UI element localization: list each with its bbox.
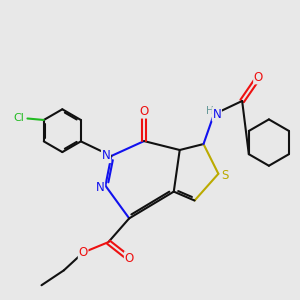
Text: O: O	[140, 105, 149, 118]
Text: S: S	[221, 169, 229, 182]
Text: Cl: Cl	[13, 113, 24, 124]
Text: O: O	[254, 71, 263, 84]
Text: N: N	[102, 149, 110, 162]
Text: N: N	[96, 181, 104, 194]
Text: H: H	[206, 106, 214, 116]
Text: N: N	[212, 108, 221, 121]
Text: O: O	[124, 252, 134, 265]
Text: O: O	[79, 246, 88, 259]
